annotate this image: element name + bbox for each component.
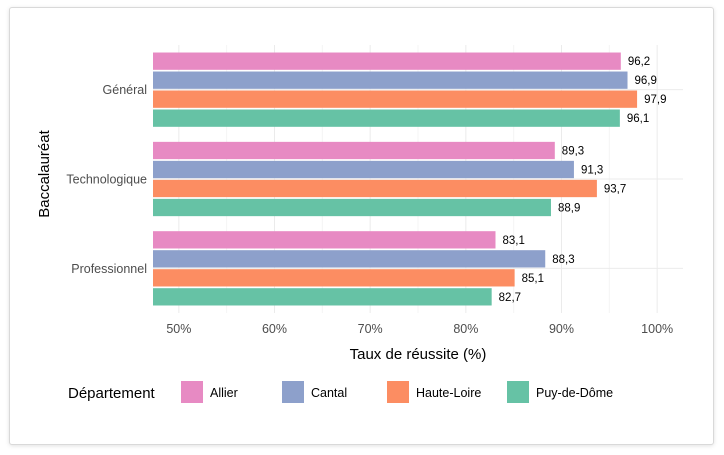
legend-label: Cantal [311,386,347,400]
data-label: 96,2 [628,56,650,68]
x-axis-title: Taux de réussite (%) [350,346,487,363]
bar [153,198,551,217]
bar [153,160,574,179]
y-axis-ticks: Général Technologique Professionnel [66,83,147,276]
bar [153,109,620,127]
data-label: 91,3 [581,165,603,177]
legend-title: Département [68,385,156,402]
legend-label: Haute-Loire [416,386,481,400]
y-tick-label: Technologique [66,173,147,187]
data-label: 82,7 [499,292,521,304]
legend: Département Allier Cantal Haute-Loire Puy-d… [68,381,613,403]
data-label: 89,3 [562,146,584,158]
bar [153,269,515,287]
x-tick-label: 80% [453,322,478,336]
x-tick-label: 50% [166,322,191,336]
bars [153,52,638,306]
data-label: 88,9 [558,203,580,215]
bar [153,231,496,249]
bar [153,52,621,70]
x-tick-label: 70% [358,322,383,336]
legend-swatch [282,381,304,403]
y-tick-label: Général [103,83,147,97]
x-tick-label: 100% [641,322,673,336]
data-labels: 96,2 96,9 97,9 96,1 89,3 91,393,7 88,9 83,1 88,3… [499,56,667,304]
legend-swatch [387,381,409,403]
bar [153,141,555,160]
x-axis-ticks: 50% 60% 70% 80% 90% 100% [166,322,673,336]
legend-swatch [181,381,203,403]
data-label: 83,1 [502,235,524,247]
bar [153,288,492,306]
data-label: 97,9 [644,94,666,106]
data-label: 96,9 [635,75,657,87]
x-tick-label: 60% [262,322,287,336]
data-label: 88,3 [552,254,574,266]
bar [153,90,638,108]
bar [153,71,628,89]
data-label: 93,7 [604,184,626,196]
data-label: 85,1 [522,273,544,285]
grid-lines [153,45,683,313]
x-tick-label: 90% [549,322,574,336]
bar [153,179,597,198]
y-tick-label: Professionnel [71,262,147,276]
legend-swatch [507,381,529,403]
legend-label: Puy-de-Dôme [536,386,613,400]
bar [153,250,546,268]
legend-label: Allier [210,386,238,400]
y-axis-title: Baccalauréat [36,129,53,217]
data-label: 96,1 [627,113,649,125]
